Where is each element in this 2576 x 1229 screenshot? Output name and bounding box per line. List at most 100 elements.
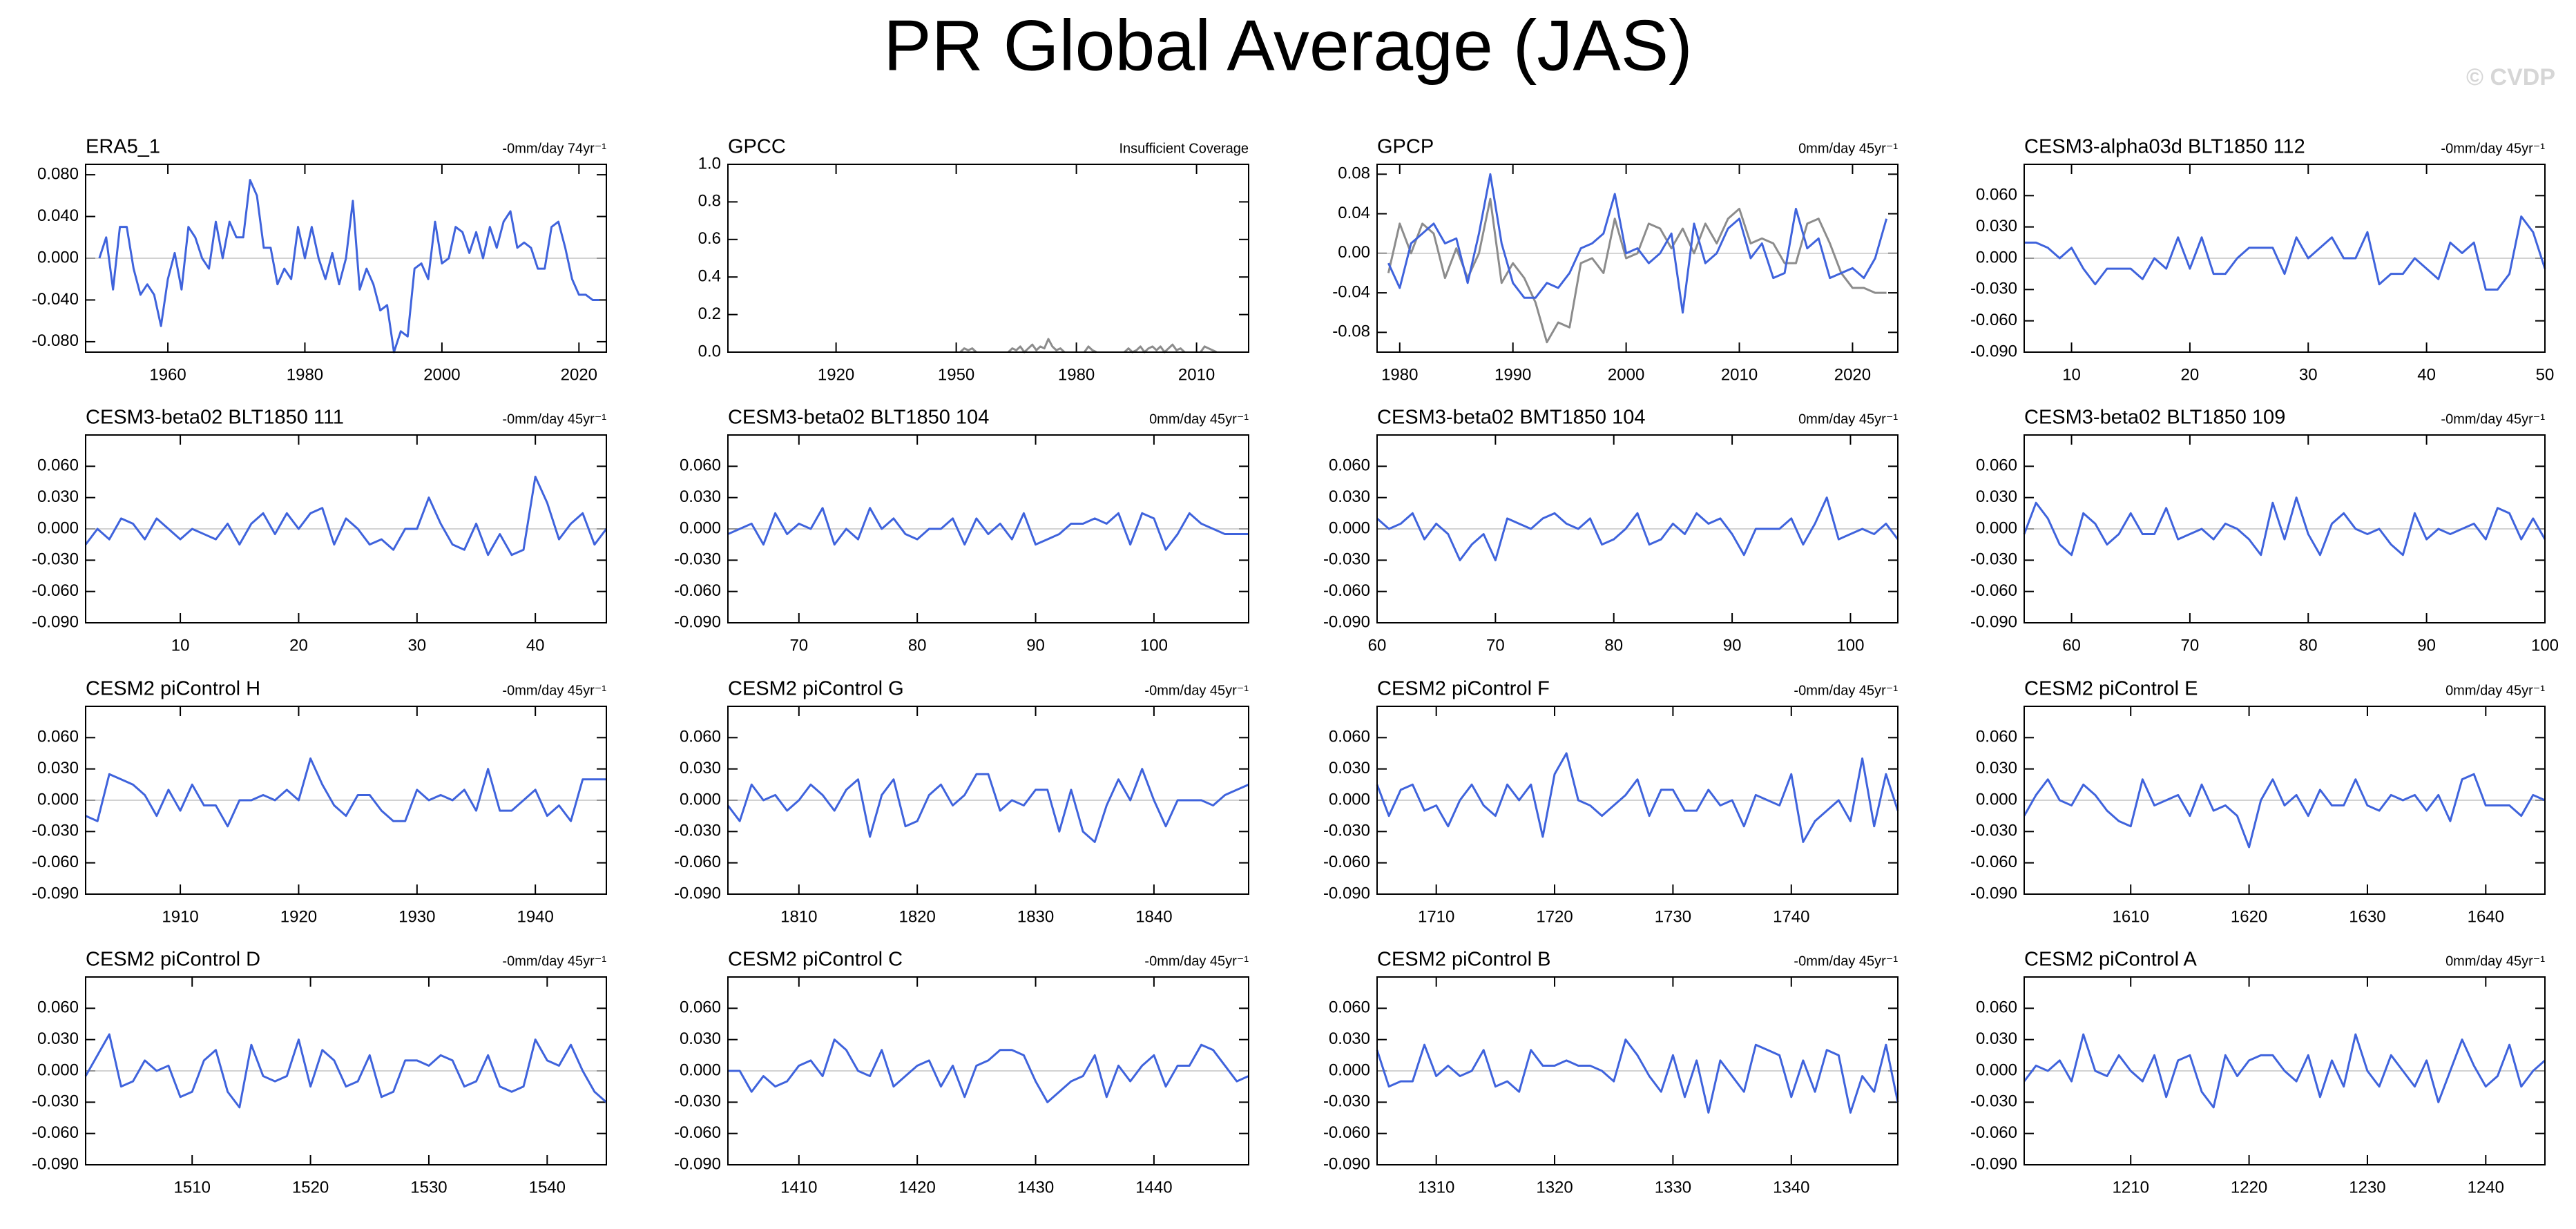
x-tick-label: 10: [2062, 365, 2081, 384]
y-tick-label: 0.000: [1329, 1061, 1370, 1079]
plot-frame: [2024, 434, 2546, 623]
y-tick-label: 0.000: [1976, 790, 2017, 809]
watermark: © CVDP: [2466, 64, 2555, 90]
y-tick-label: 0.030: [680, 1029, 721, 1048]
x-tick-label: 1930: [398, 907, 435, 926]
plot-frame: [727, 164, 1249, 353]
x-tick-label: 2000: [423, 365, 460, 384]
x-tick-label: 1630: [2349, 907, 2385, 926]
x-tick-label: 40: [526, 636, 545, 655]
plot-frame: [85, 164, 607, 353]
plot-frame: [85, 434, 607, 623]
y-tick-label: -0.090: [1323, 884, 1370, 902]
y-tick-label: 0.000: [1976, 519, 2017, 537]
panel-title: CESM3-alpha03d BLT1850 112: [2024, 136, 2305, 158]
x-tick-label: 1840: [1135, 907, 1172, 926]
x-tick-label: 1980: [1058, 365, 1095, 384]
y-tick-label: -0.090: [1970, 884, 2017, 902]
x-tick-label: 1240: [2468, 1178, 2504, 1197]
data-line: [2023, 1033, 2546, 1109]
y-tick-label: 0.000: [1329, 790, 1370, 809]
panel: CESM2 piControl C -0mm/day 45yr⁻¹ 0.060 0.0…: [674, 949, 1249, 1197]
x-tick-label: 30: [2299, 365, 2318, 384]
y-tick-label: 0.030: [37, 759, 79, 777]
data-line: [727, 507, 1249, 551]
y-tick-label: -0.090: [1970, 1154, 2017, 1173]
y-tick-label: 0.060: [680, 728, 721, 746]
x-tick-label: 1440: [1135, 1178, 1172, 1197]
y-tick-label: -0.060: [674, 1123, 721, 1142]
x-tick-label: 1540: [529, 1178, 566, 1197]
y-tick-label: -0.060: [32, 853, 79, 871]
y-tick-label: 0.030: [1976, 1029, 2017, 1048]
data-line: [2023, 773, 2546, 849]
y-tick-label: -0.060: [1323, 1123, 1370, 1142]
y-tick-label: -0.060: [1970, 581, 2017, 600]
panel: CESM2 piControl D -0mm/day 45yr⁻¹ 0.060 0.0…: [32, 949, 607, 1197]
y-tick-label: -0.090: [32, 612, 79, 631]
plot-frame: [1376, 164, 1899, 353]
x-tick-label: 1730: [1655, 907, 1691, 926]
y-tick-label: -0.060: [1323, 581, 1370, 600]
y-tick-label: -0.030: [1970, 280, 2017, 298]
panel-title: CESM3-beta02 BLT1850 109: [2024, 407, 2285, 429]
panel: CESM2 piControl B -0mm/day 45yr⁻¹ 0.060 0.0…: [1323, 949, 1899, 1197]
plot-frame: [85, 706, 607, 895]
y-tick-label: 0.030: [1329, 487, 1370, 506]
x-tick-label: 50: [2536, 365, 2555, 384]
y-tick-label: -0.090: [1970, 342, 2017, 360]
y-tick-label: -0.060: [1323, 853, 1370, 871]
y-tick-label: 0.060: [1329, 456, 1370, 475]
x-tick-label: 70: [1486, 636, 1505, 655]
y-tick-label: 0.030: [1329, 759, 1370, 777]
plot-frame: [2024, 706, 2546, 895]
panel-subtitle: -0mm/day 45yr⁻¹: [1794, 683, 1898, 698]
x-tick-label: 1410: [780, 1178, 817, 1197]
panel: ERA5_1 -0mm/day 74yr⁻¹ 0.080 0.040 0.000 -0.0…: [32, 136, 607, 384]
x-tick-label: 100: [1836, 636, 1864, 655]
x-tick-label: 90: [2417, 636, 2436, 655]
y-tick-label: 0.000: [1976, 248, 2017, 267]
x-tick-label: 1510: [174, 1178, 211, 1197]
y-tick-label: 0.000: [1329, 519, 1370, 537]
panel-title: ERA5_1: [86, 136, 160, 158]
x-tick-label: 100: [2531, 636, 2559, 655]
y-tick-label: -0.030: [1323, 550, 1370, 569]
y-tick-label: 0.6: [698, 229, 721, 248]
x-tick-label: 1820: [898, 907, 935, 926]
y-tick-label: 1.0: [698, 154, 721, 173]
x-tick-label: 2020: [1834, 365, 1871, 384]
panel-title: CESM3-beta02 BLT1850 111: [86, 407, 344, 429]
y-tick-label: 0.030: [1976, 217, 2017, 235]
y-tick-label: 0.030: [1976, 487, 2017, 506]
y-tick-label: -0.090: [1323, 612, 1370, 631]
x-tick-label: 2010: [1178, 365, 1215, 384]
panel-subtitle: -0mm/day 45yr⁻¹: [2441, 141, 2545, 156]
x-tick-label: 80: [908, 636, 927, 655]
x-tick-label: 1330: [1655, 1178, 1691, 1197]
y-tick-label: -0.060: [32, 581, 79, 600]
x-tick-label: 2000: [1608, 365, 1644, 384]
y-tick-label: -0.030: [1970, 1092, 2017, 1111]
y-tick-label: -0.030: [674, 1092, 721, 1111]
panel-title: CESM2 piControl H: [86, 678, 260, 700]
y-tick-label: 0.080: [37, 164, 79, 183]
panel-subtitle: 0mm/day 45yr⁻¹: [2445, 683, 2545, 698]
x-tick-label: 70: [2181, 636, 2200, 655]
x-tick-label: 1740: [1773, 907, 1809, 926]
panel-title: CESM2 piControl B: [1377, 949, 1550, 971]
y-tick-label: 0.000: [37, 790, 79, 809]
y-tick-label: 0.060: [1976, 728, 2017, 746]
y-tick-label: 0.060: [1976, 186, 2017, 204]
y-tick-label: -0.060: [674, 853, 721, 871]
x-tick-label: 1640: [2468, 907, 2504, 926]
y-tick-label: -0.060: [1970, 311, 2017, 329]
panel-subtitle: 0mm/day 45yr⁻¹: [1798, 141, 1898, 156]
x-tick-label: 1220: [2231, 1178, 2267, 1197]
x-tick-label: 1520: [292, 1178, 329, 1197]
panel-title: CESM3-beta02 BMT1850 104: [1377, 407, 1646, 429]
data-line: [727, 768, 1249, 843]
y-tick-label: -0.030: [32, 1092, 79, 1111]
data-line: [959, 338, 1218, 354]
